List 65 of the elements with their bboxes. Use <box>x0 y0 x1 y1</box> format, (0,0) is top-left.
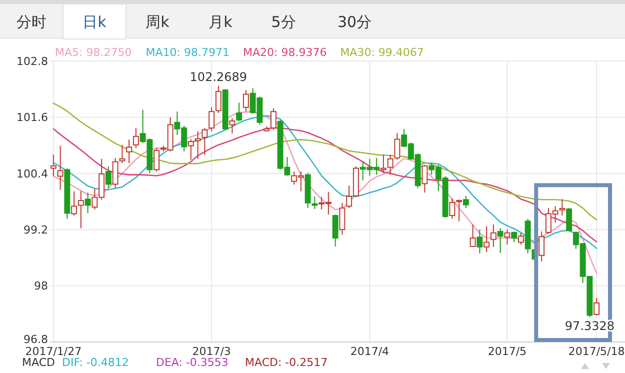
candlestick <box>470 224 476 248</box>
line-series <box>52 102 598 220</box>
candlestick <box>476 229 483 254</box>
text: 30分 <box>337 13 372 31</box>
text: 日k <box>82 13 107 31</box>
candlestick <box>202 127 208 156</box>
candlestick <box>538 230 545 262</box>
x-tick-label: 2017/4 <box>350 345 390 358</box>
text: DIF: -0.4812 <box>62 356 129 369</box>
candlestick <box>57 145 64 190</box>
candlestick <box>456 199 462 222</box>
candlestick <box>518 232 524 246</box>
candlestick <box>462 195 469 209</box>
candlestick <box>511 230 518 243</box>
candlestick <box>270 108 276 130</box>
candlestick <box>208 106 215 132</box>
annotation: 102.2689 <box>190 70 248 84</box>
candlestick <box>312 196 318 210</box>
text: 分时 <box>16 13 46 31</box>
candlestick <box>50 154 56 177</box>
candlestick <box>242 90 249 112</box>
text: DEA: -0.3553 <box>156 356 228 369</box>
text: MACD <box>22 356 55 369</box>
x-tick-label: 2017/3 <box>192 345 231 358</box>
candlestick <box>126 139 132 164</box>
candlestick <box>490 224 496 248</box>
candlestick <box>236 102 242 122</box>
x-tick-label: 2017/5/18 <box>568 345 625 358</box>
candlestick <box>504 229 510 246</box>
text: MACD: -0.2517 <box>245 356 328 369</box>
text: 5分 <box>271 13 296 31</box>
candlestick <box>332 214 338 247</box>
candlestick <box>449 198 456 220</box>
candlestick <box>339 202 346 236</box>
y-tick-label: 96.8 <box>24 332 48 346</box>
y-tick-label: 98 <box>34 280 48 293</box>
candlestick <box>105 166 112 188</box>
text: 周k <box>146 13 170 31</box>
candlestick <box>566 208 572 232</box>
candlestick <box>559 198 566 216</box>
y-tick-label: 99.2 <box>24 223 48 236</box>
candlestick <box>594 297 600 316</box>
x-tick-label: 2017/1/27 <box>25 345 82 358</box>
text: MA30: 99.4067 <box>340 46 424 59</box>
candlestick <box>422 164 428 194</box>
candlestick <box>132 127 139 149</box>
candlestick <box>394 132 400 160</box>
candlestick <box>497 228 504 254</box>
text: MA20: 98.9376 <box>243 46 327 59</box>
candlestick <box>215 85 222 114</box>
candlestick <box>188 138 194 160</box>
y-tick-label: 101.6 <box>16 111 48 124</box>
text: 月k <box>208 13 233 31</box>
candlestick <box>84 192 91 214</box>
candlestick <box>78 190 84 229</box>
y-tick-label: 100.4 <box>16 167 48 180</box>
candlestick <box>154 148 160 172</box>
y-tick-label: 102.8 <box>16 54 48 68</box>
text: MA5: 98.2750 <box>55 46 132 59</box>
text: MA10: 98.7971 <box>146 46 230 59</box>
candlestick <box>194 130 201 160</box>
candlestick <box>484 226 490 253</box>
candlestick <box>229 118 236 134</box>
candlestick <box>71 190 78 216</box>
x-tick-label: 2017/5 <box>488 345 527 358</box>
